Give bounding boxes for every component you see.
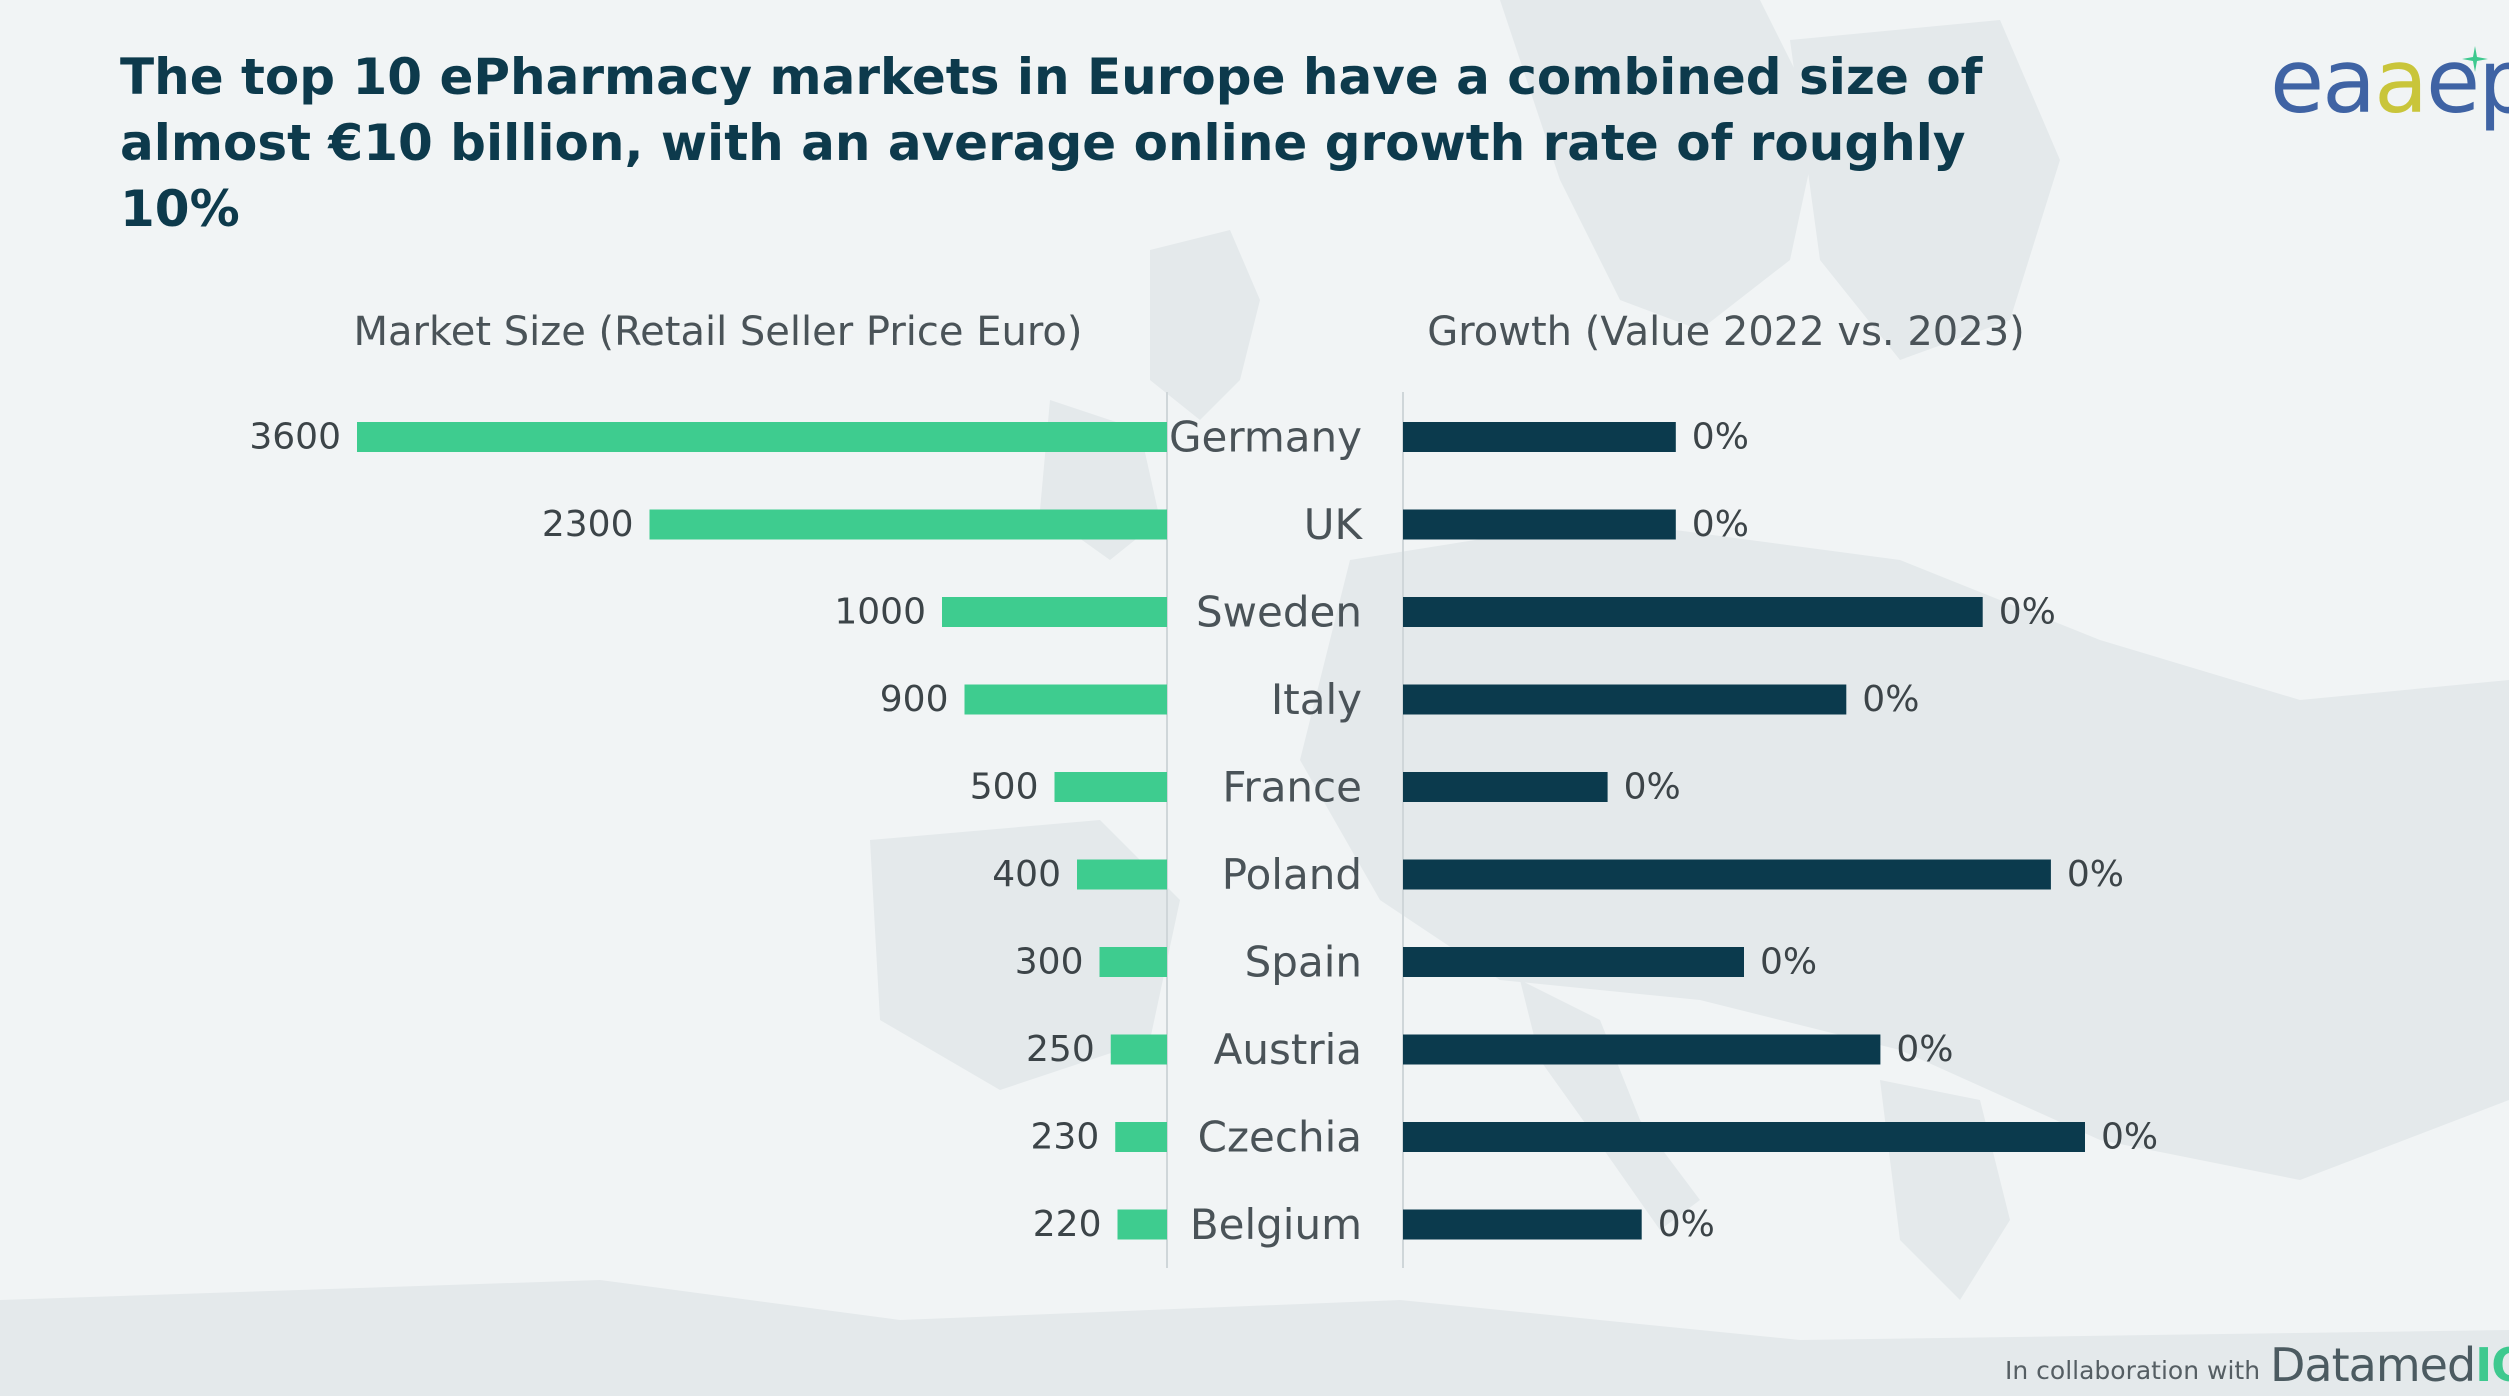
market-size-title: Market Size (Retail Seller Price Euro) — [354, 309, 1083, 355]
growth-bar-czechia — [1403, 1122, 2085, 1152]
market-size-label-belgium: 220 — [1033, 1204, 1102, 1245]
category-label-poland: Poland — [1222, 850, 1362, 899]
market-size-label-france: 500 — [970, 767, 1039, 808]
growth-label-belgium: 0% — [1658, 1204, 1715, 1245]
growth-bar-uk — [1403, 509, 1676, 540]
market-size-label-germany: 3600 — [249, 417, 341, 458]
growth-label-uk: 0% — [1692, 504, 1749, 545]
growth-label-sweden: 0% — [1999, 592, 2056, 633]
market-size-bar-france — [1054, 772, 1167, 802]
eaep-logo: eaaep — [2270, 30, 2509, 133]
datamediq-logo: DatamedIQ — [2270, 1338, 2509, 1392]
growth-label-spain: 0% — [1760, 942, 1817, 983]
growth-bar-germany — [1403, 422, 1676, 452]
market-size-bar-italy — [964, 684, 1167, 715]
market-size-label-poland: 400 — [992, 854, 1061, 895]
market-size-label-austria: 250 — [1026, 1029, 1095, 1070]
category-label-uk: UK — [1304, 500, 1364, 549]
market-size-label-uk: 2300 — [542, 504, 634, 545]
growth-bar-poland — [1403, 859, 2051, 890]
market-size-label-spain: 300 — [1015, 942, 1084, 983]
growth-bar-spain — [1403, 947, 1744, 977]
category-label-germany: Germany — [1169, 413, 1362, 462]
page-title: The top 10 ePharmacy markets in Europe h… — [120, 48, 1983, 238]
growth-bar-france — [1403, 772, 1608, 802]
market-size-bar-uk — [649, 509, 1167, 540]
market-size-label-czechia: 230 — [1031, 1117, 1100, 1158]
collaboration-text: In collaboration with — [2005, 1356, 2261, 1385]
market-size-label-italy: 900 — [880, 679, 949, 720]
market-size-bar-austria — [1110, 1034, 1167, 1065]
market-size-bar-spain — [1099, 947, 1167, 977]
market-size-bar-sweden — [942, 597, 1167, 627]
growth-title: Growth (Value 2022 vs. 2023) — [1427, 309, 2025, 355]
market-size-bar-czechia — [1115, 1122, 1167, 1152]
category-label-belgium: Belgium — [1190, 1200, 1362, 1249]
growth-label-austria: 0% — [1896, 1029, 1953, 1070]
market-size-bar-germany — [357, 422, 1167, 452]
category-label-sweden: Sweden — [1196, 588, 1362, 637]
logo-sparkle-icon — [2462, 46, 2488, 72]
growth-label-poland: 0% — [2067, 854, 2124, 895]
growth-bar-belgium — [1403, 1209, 1642, 1240]
market-size-label-sweden: 1000 — [834, 592, 926, 633]
growth-label-germany: 0% — [1692, 417, 1749, 458]
growth-bar-sweden — [1403, 597, 1983, 627]
growth-label-czechia: 0% — [2101, 1117, 2158, 1158]
category-label-spain: Spain — [1245, 938, 1362, 987]
growth-label-france: 0% — [1624, 767, 1681, 808]
market-size-bar-poland — [1077, 859, 1167, 890]
category-label-austria: Austria — [1214, 1025, 1362, 1074]
growth-bar-austria — [1403, 1034, 1881, 1065]
growth-bar-italy — [1403, 684, 1847, 715]
category-label-france: France — [1222, 763, 1362, 812]
category-label-czechia: Czechia — [1198, 1113, 1362, 1162]
growth-label-italy: 0% — [1862, 679, 1919, 720]
category-label-italy: Italy — [1271, 675, 1362, 724]
market-size-bar-belgium — [1117, 1209, 1167, 1240]
